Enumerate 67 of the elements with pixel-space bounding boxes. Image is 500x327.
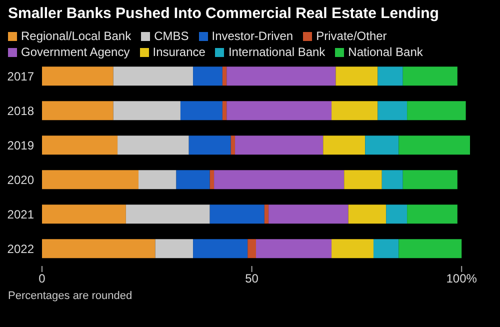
bar bbox=[210, 170, 214, 190]
legend-label: CMBS bbox=[153, 29, 189, 43]
bar bbox=[398, 239, 462, 258]
bar bbox=[398, 136, 470, 155]
bar bbox=[365, 136, 399, 155]
legend-label: Investor-Driven bbox=[210, 29, 294, 43]
bar bbox=[155, 239, 194, 258]
bar bbox=[226, 66, 336, 86]
bar bbox=[113, 66, 194, 86]
bar bbox=[373, 239, 399, 258]
bar bbox=[126, 204, 210, 224]
bar bbox=[176, 170, 210, 190]
legend-label: Regional/Local Bank bbox=[20, 29, 132, 43]
bar bbox=[188, 136, 231, 155]
bar bbox=[118, 136, 189, 155]
bar bbox=[402, 170, 458, 190]
bar bbox=[332, 101, 378, 120]
bar bbox=[323, 136, 366, 155]
legend-label: International Bank bbox=[227, 45, 326, 59]
bar bbox=[407, 204, 458, 224]
bar bbox=[348, 204, 386, 224]
y-tick-label: 2018 bbox=[7, 104, 34, 118]
x-tick-label: 100% bbox=[446, 272, 478, 286]
bar bbox=[222, 66, 227, 86]
x-tick-label: 0 bbox=[38, 272, 46, 286]
x-tick-label: 50 bbox=[245, 272, 259, 286]
bar bbox=[210, 204, 264, 224]
bar bbox=[138, 170, 176, 190]
legend-label: National Bank bbox=[347, 45, 423, 59]
y-tick-label: 2019 bbox=[7, 138, 34, 153]
bar bbox=[378, 101, 408, 120]
bar bbox=[193, 239, 248, 258]
legend-label: Private/Other bbox=[315, 29, 387, 43]
legend-label: Insurance bbox=[152, 45, 206, 59]
bar bbox=[42, 66, 114, 86]
bar bbox=[42, 136, 118, 155]
bar bbox=[344, 170, 382, 190]
bar bbox=[268, 204, 348, 224]
legend-label: Government Agency bbox=[20, 45, 130, 59]
bar bbox=[180, 101, 222, 120]
bar bbox=[42, 170, 139, 190]
bar bbox=[222, 101, 227, 120]
bar bbox=[402, 66, 458, 86]
bar bbox=[235, 136, 324, 155]
y-tick-label: 2020 bbox=[7, 173, 34, 188]
bar bbox=[214, 170, 344, 190]
bar bbox=[248, 239, 256, 258]
bar bbox=[332, 239, 374, 258]
bar bbox=[256, 239, 332, 258]
bar bbox=[230, 136, 236, 155]
bar bbox=[42, 204, 126, 224]
bar bbox=[193, 66, 222, 86]
bar bbox=[42, 101, 114, 120]
y-tick-label: 2022 bbox=[7, 242, 34, 256]
text: Percentages are rounded bbox=[7, 290, 134, 302]
y-tick-label: 2021 bbox=[7, 208, 34, 222]
bar bbox=[386, 204, 408, 224]
bar bbox=[42, 239, 156, 258]
bar bbox=[378, 66, 403, 86]
bar bbox=[226, 101, 332, 120]
bar bbox=[264, 204, 269, 224]
chart-title: Smaller Banks Pushed Into Commercial Real Estate Lending bbox=[7, 4, 440, 24]
y-tick-label: 2017 bbox=[7, 70, 34, 84]
bar bbox=[113, 101, 180, 120]
bar bbox=[382, 170, 403, 190]
bar bbox=[407, 101, 466, 120]
bar bbox=[336, 66, 378, 86]
